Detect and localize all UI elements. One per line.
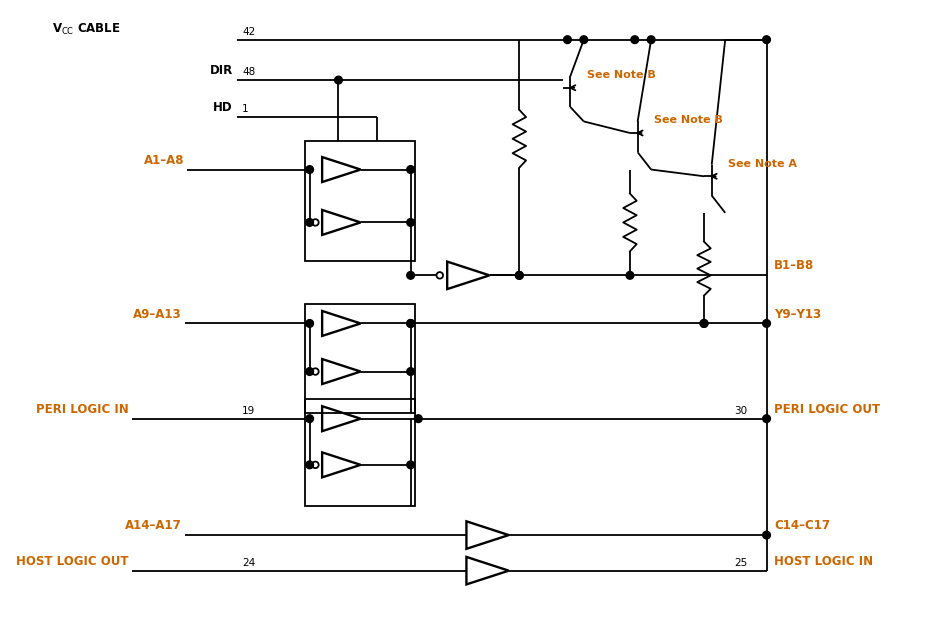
Circle shape — [406, 166, 415, 173]
Text: A9–A13: A9–A13 — [133, 308, 182, 321]
Circle shape — [762, 319, 771, 327]
Circle shape — [406, 319, 415, 327]
Circle shape — [312, 219, 319, 226]
Circle shape — [580, 36, 588, 43]
Text: HOST LOGIC IN: HOST LOGIC IN — [774, 555, 873, 568]
Circle shape — [406, 461, 415, 469]
Circle shape — [406, 319, 415, 327]
Circle shape — [564, 36, 571, 43]
Circle shape — [306, 415, 313, 423]
Circle shape — [647, 36, 655, 43]
Bar — [305, 399, 416, 506]
Circle shape — [700, 319, 708, 327]
Text: HD: HD — [213, 101, 233, 114]
Text: See Note B: See Note B — [654, 115, 722, 125]
Circle shape — [700, 319, 708, 327]
Circle shape — [406, 368, 415, 375]
Circle shape — [762, 531, 771, 539]
Circle shape — [406, 272, 415, 279]
Bar — [305, 304, 416, 413]
Text: Y9–Y13: Y9–Y13 — [774, 308, 821, 321]
Circle shape — [406, 219, 415, 227]
Text: DIR: DIR — [210, 64, 233, 77]
Text: See Note A: See Note A — [728, 158, 797, 168]
Text: 30: 30 — [734, 406, 747, 416]
Circle shape — [306, 368, 313, 375]
Text: B1–B8: B1–B8 — [774, 259, 815, 272]
Text: PERI LOGIC IN: PERI LOGIC IN — [36, 403, 129, 416]
Circle shape — [306, 461, 313, 469]
Circle shape — [631, 36, 638, 43]
Text: See Note B: See Note B — [586, 70, 655, 80]
Bar — [305, 141, 416, 261]
Circle shape — [762, 36, 771, 43]
Circle shape — [335, 76, 342, 84]
Text: 19: 19 — [242, 406, 255, 416]
Text: 25: 25 — [734, 558, 747, 568]
Circle shape — [306, 319, 313, 327]
Circle shape — [415, 415, 422, 423]
Circle shape — [312, 462, 319, 468]
Text: A1–A8: A1–A8 — [144, 154, 185, 167]
Text: 48: 48 — [242, 67, 255, 77]
Text: 24: 24 — [242, 558, 255, 568]
Text: 42: 42 — [242, 27, 255, 37]
Circle shape — [762, 415, 771, 423]
Text: C14–C17: C14–C17 — [774, 519, 830, 532]
Text: V$_{\rm CC}$ CABLE: V$_{\rm CC}$ CABLE — [51, 22, 120, 37]
Text: PERI LOGIC OUT: PERI LOGIC OUT — [774, 403, 881, 416]
Circle shape — [306, 219, 313, 227]
Circle shape — [515, 272, 523, 279]
Text: HOST LOGIC OUT: HOST LOGIC OUT — [16, 555, 129, 568]
Text: A14–A17: A14–A17 — [125, 519, 182, 532]
Circle shape — [306, 166, 313, 173]
Circle shape — [312, 368, 319, 375]
Circle shape — [626, 272, 634, 279]
Circle shape — [436, 272, 443, 279]
Circle shape — [515, 272, 523, 279]
Text: 1: 1 — [242, 104, 249, 114]
